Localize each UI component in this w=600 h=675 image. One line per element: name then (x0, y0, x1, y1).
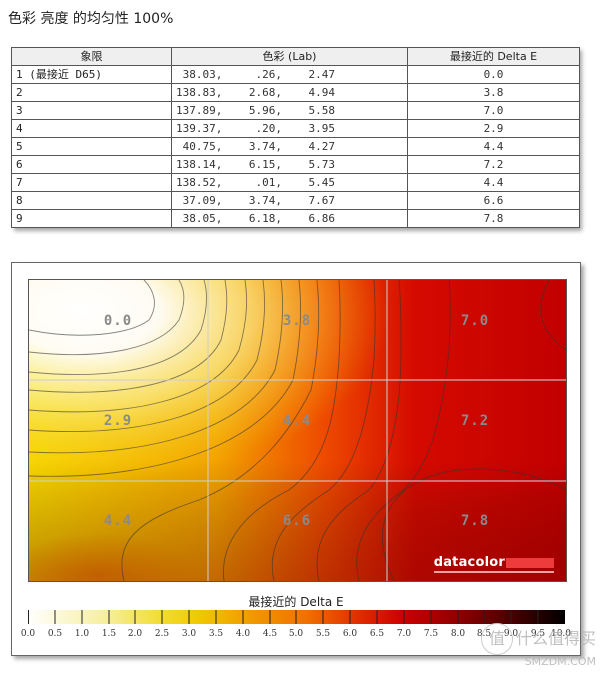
delta-e-cell: 4.4 (407, 137, 580, 156)
tick-label: 6.5 (369, 629, 385, 639)
legend-title: 最接近的 Delta E (248, 595, 344, 609)
tick-label: 1.5 (101, 629, 117, 639)
lab-cell: 38.05, 6.18, 6.86 (171, 209, 408, 228)
delta-e-cell: 0.0 (407, 65, 580, 84)
tick-label: 0.0 (20, 629, 36, 639)
table-row: 5 40.75, 3.74, 4.27 4.4 (11, 137, 580, 156)
cell-label-3: 7.0 (460, 313, 490, 329)
table-row: 1 (最接近 D65) 38.03, .26, 2.47 0.0 (11, 65, 580, 84)
delta-e-cell: 7.2 (407, 155, 580, 174)
lab-cell: 139.37, .20, 3.95 (171, 119, 408, 138)
lab-table: 象限 色彩 (Lab) 最接近的 Delta E 1 (最接近 D65) 38.… (11, 47, 580, 228)
lab-cell: 38.03, .26, 2.47 (171, 65, 408, 84)
quadrant-cell: 1 (最接近 D65) (11, 65, 172, 84)
quadrant-cell: 6 (11, 155, 172, 174)
tick-label: 4.0 (235, 629, 251, 639)
delta-e-cell: 6.6 (407, 191, 580, 210)
heatmap: 0.0 3.8 7.0 2.9 4.4 7.2 4.4 6.6 7.8 data… (28, 279, 567, 582)
lab-cell: 138.14, 6.15, 5.73 (171, 155, 408, 174)
quadrant-cell: 4 (11, 119, 172, 138)
cell-label-4: 2.9 (103, 413, 133, 429)
cell-label-8: 6.6 (282, 513, 312, 529)
tick-label: 4.5 (262, 629, 278, 639)
table-row: 3 137.89, 5.96, 5.58 7.0 (11, 101, 580, 120)
table-row: 7 138.52, .01, 5.45 4.4 (11, 173, 580, 192)
lab-cell: 37.09, 3.74, 7.67 (171, 191, 408, 210)
cell-label-2: 3.8 (282, 313, 312, 329)
tick-label: 3.5 (208, 629, 224, 639)
delta-e-cell: 7.0 (407, 101, 580, 120)
header-quadrant: 象限 (11, 47, 172, 66)
cell-label-1: 0.0 (103, 313, 133, 329)
tick-label: 8.0 (450, 629, 466, 639)
tick-label: 2.0 (127, 629, 143, 639)
cell-label-6: 7.2 (460, 413, 490, 429)
lab-cell: 137.89, 5.96, 5.58 (171, 101, 408, 120)
header-lab: 色彩 (Lab) (171, 47, 408, 66)
lab-cell: 40.75, 3.74, 4.27 (171, 137, 408, 156)
table-row: 2 138.83, 2.68, 4.94 3.8 (11, 83, 580, 102)
tick-label: 2.5 (154, 629, 170, 639)
cell-label-5: 4.4 (282, 413, 312, 429)
lab-cell: 138.83, 2.68, 4.94 (171, 83, 408, 102)
tick-label: 0.5 (47, 629, 63, 639)
tick-label: 5.0 (288, 629, 304, 639)
quadrant-cell: 9 (11, 209, 172, 228)
table-row: 4 139.37, .20, 3.95 2.9 (11, 119, 580, 138)
colorbar (28, 610, 565, 624)
quadrant-cell: 5 (11, 137, 172, 156)
table-header-row: 象限 色彩 (Lab) 最接近的 Delta E (11, 47, 580, 66)
tick-label: 7.5 (423, 629, 439, 639)
table-row: 8 37.09, 3.74, 7.67 6.6 (11, 191, 580, 210)
lab-cell: 138.52, .01, 5.45 (171, 173, 408, 192)
delta-e-cell: 4.4 (407, 173, 580, 192)
watermark-cn: 什么值得买 (515, 629, 596, 648)
page-title: 色彩 亮度 的均匀性 100% (8, 11, 174, 27)
quadrant-cell: 3 (11, 101, 172, 120)
uniformity-chart: 0.0 3.8 7.0 2.9 4.4 7.2 4.4 6.6 7.8 data… (11, 262, 581, 656)
table-row: 9 38.05, 6.18, 6.86 7.8 (11, 209, 580, 228)
watermark: 值什么值得买 SMZDM.COM (480, 623, 596, 669)
tick-label: 6.0 (342, 629, 358, 639)
tick-label: 5.5 (315, 629, 331, 639)
quadrant-cell: 7 (11, 173, 172, 192)
tick-label: 3.0 (181, 629, 197, 639)
quadrant-cell: 2 (11, 83, 172, 102)
brand-text: datacolor (433, 555, 505, 570)
delta-e-cell: 3.8 (407, 83, 580, 102)
tick-label: 10.0 (550, 629, 572, 639)
tick-label: 9.5 (530, 629, 546, 639)
cell-label-9: 7.8 (460, 513, 490, 529)
tick-label: 7.0 (396, 629, 412, 639)
cell-label-7: 4.4 (103, 513, 133, 529)
tick-label: 1.0 (74, 629, 90, 639)
watermark-logo-icon: 值 (480, 623, 513, 655)
brand-bar (506, 557, 554, 568)
delta-e-cell: 2.9 (407, 119, 580, 138)
datacolor-logo: datacolor (433, 555, 554, 573)
delta-e-cell: 7.8 (407, 209, 580, 228)
table-row: 6 138.14, 6.15, 5.73 7.2 (11, 155, 580, 174)
header-delta-e: 最接近的 Delta E (407, 47, 580, 66)
heatmap-gradient (29, 280, 566, 581)
watermark-en: SMZDM.COM (524, 655, 596, 668)
colorbar-tick-labels: 0.0 0.5 1.0 1.5 2.0 2.5 3.0 3.5 4.0 4.5 … (21, 629, 571, 641)
quadrant-cell: 8 (11, 191, 172, 210)
